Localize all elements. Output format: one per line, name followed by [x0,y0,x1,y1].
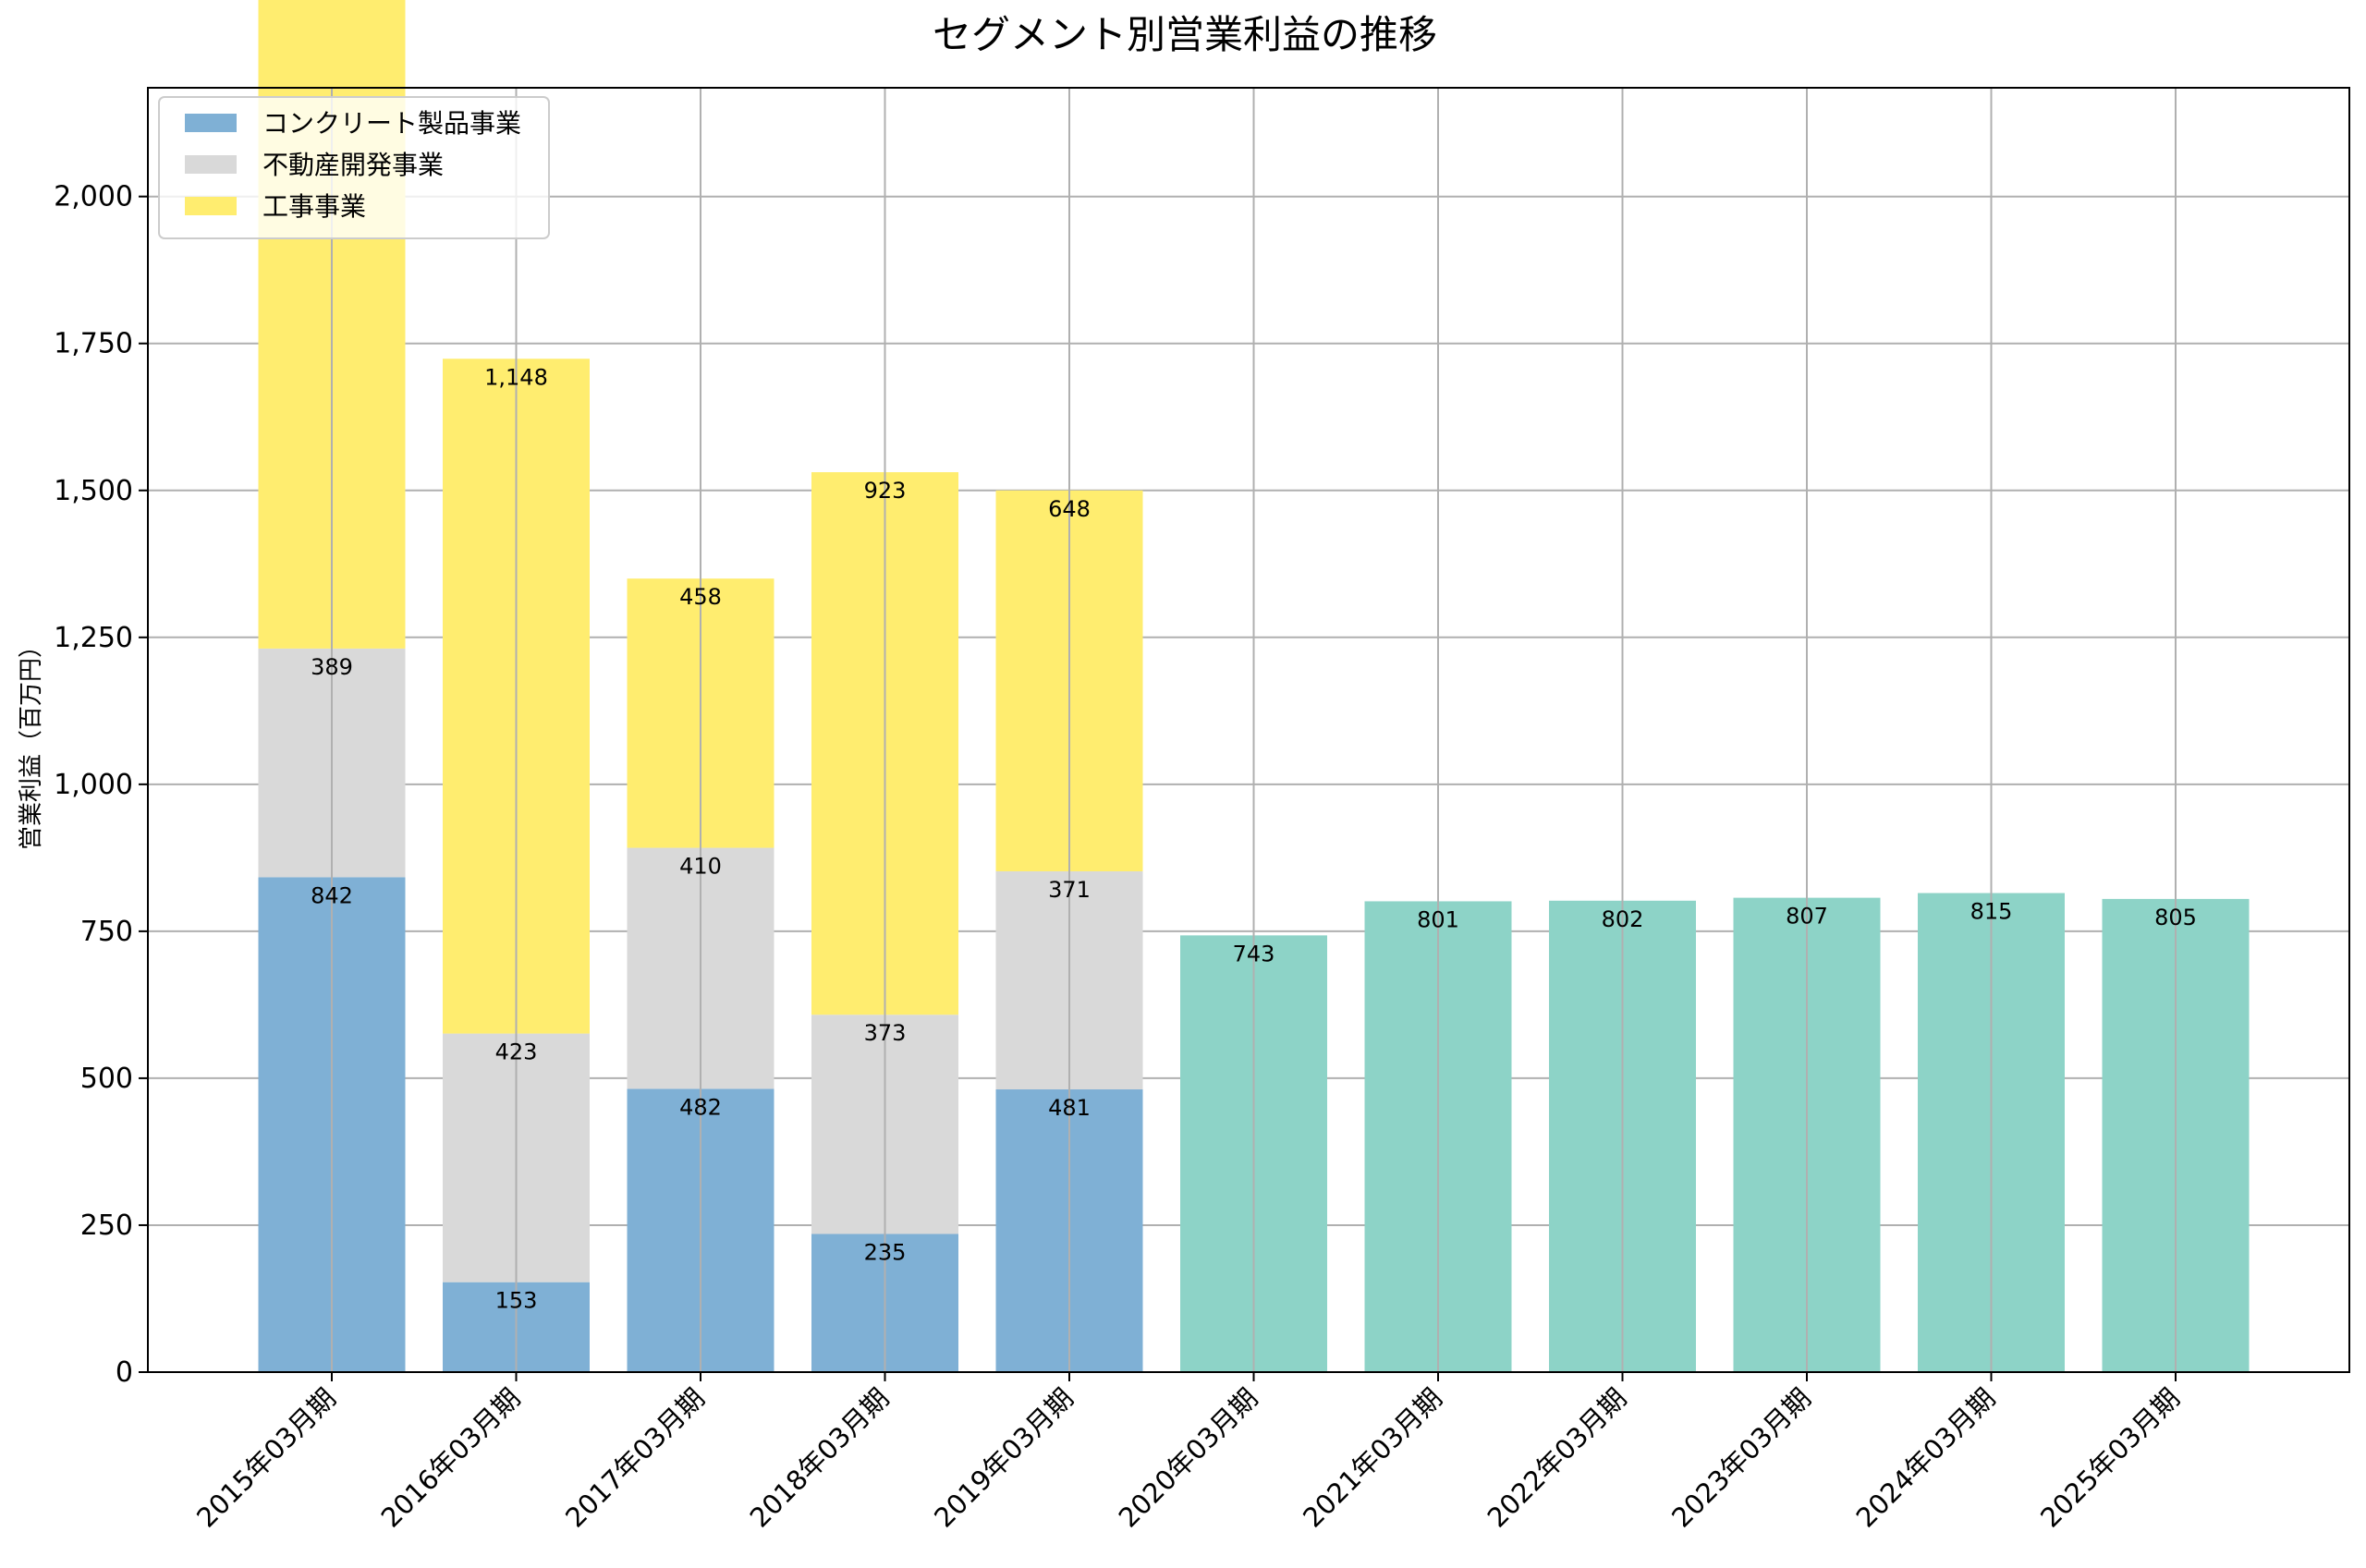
x-tick-label: 2018年03月期 [744,1382,896,1534]
x-tick-label: 2025年03月期 [2034,1382,2186,1534]
bar-value-label: 482 [679,1094,722,1120]
bar-value-label: 389 [311,654,353,680]
legend-swatch [185,114,237,132]
bar-value-label: 235 [864,1240,907,1266]
bar-value-label: 805 [2154,905,2197,930]
grid-lines-x [331,88,2177,1372]
bar-value-label: 371 [1048,877,1091,903]
bar-value-label: 481 [1048,1095,1091,1121]
bar-value-label: 1,148 [484,364,548,390]
legend-label: 不動産開発事業 [262,150,444,180]
y-tick-label: 2,000 [54,181,133,213]
x-tick-label: 2021年03月期 [1297,1382,1448,1534]
bar-value-label: 807 [1786,904,1828,930]
bar-value-label: 743 [1233,941,1275,966]
bar-value-label: 423 [495,1039,538,1065]
bar-value-labels: 842 389 153 423 1,148 482 410 458 235 373 923 481 37… [311,364,2197,1313]
y-tick-label: 1,250 [54,622,133,654]
y-tick-label: 250 [80,1209,133,1242]
y-tick-label: 1,500 [54,475,133,507]
plot-frame [147,87,2350,1373]
y-tick-label: 750 [80,916,133,948]
bar-value-label: 815 [1970,899,2013,925]
y-tick-label: 1,750 [54,328,133,360]
x-tick-label: 2017年03月期 [559,1382,711,1534]
bar-value-label: 153 [495,1288,538,1314]
bar-value-label: 802 [1602,906,1644,932]
bar-value-label: 458 [679,584,722,610]
x-tick-label: 2015年03月期 [190,1382,342,1534]
y-axis-ticks: 0 250 500 750 1,000 1,250 1,500 1,750 2,000 [54,181,148,1389]
x-tick-label: 2022年03月期 [1482,1382,1633,1534]
chart-title: セグメント別営業利益の推移 [933,12,1437,57]
x-tick-label: 2023年03月期 [1665,1382,1817,1534]
bar-value-label: 648 [1048,496,1091,522]
bar-value-label: 842 [311,882,353,908]
bar-value-label: 923 [864,478,907,504]
y-tick-label: 1,000 [54,769,133,801]
bar-value-label: 801 [1417,906,1459,932]
x-tick-label: 2016年03月期 [375,1382,527,1534]
x-tick-label: 2019年03月期 [928,1382,1079,1534]
legend-swatch [185,155,237,174]
legend-swatch [185,197,237,215]
x-tick-label: 2024年03月期 [1850,1382,2002,1534]
x-axis-ticks: 2015年03月期 2016年03月期 2017年03月期 2018年03月期 2019… [190,1372,2186,1534]
y-tick-label: 500 [80,1063,133,1095]
x-tick-label: 2020年03月期 [1113,1382,1264,1534]
bar-value-label: 373 [864,1020,907,1046]
bar-value-label: 410 [679,854,722,880]
y-axis-label: 営業利益（百万円） [18,634,45,850]
legend-label: コンクリート製品事業 [262,108,521,139]
y-tick-label: 0 [116,1356,133,1389]
legend-label: 工事事業 [262,191,366,222]
legend-box [158,96,550,239]
